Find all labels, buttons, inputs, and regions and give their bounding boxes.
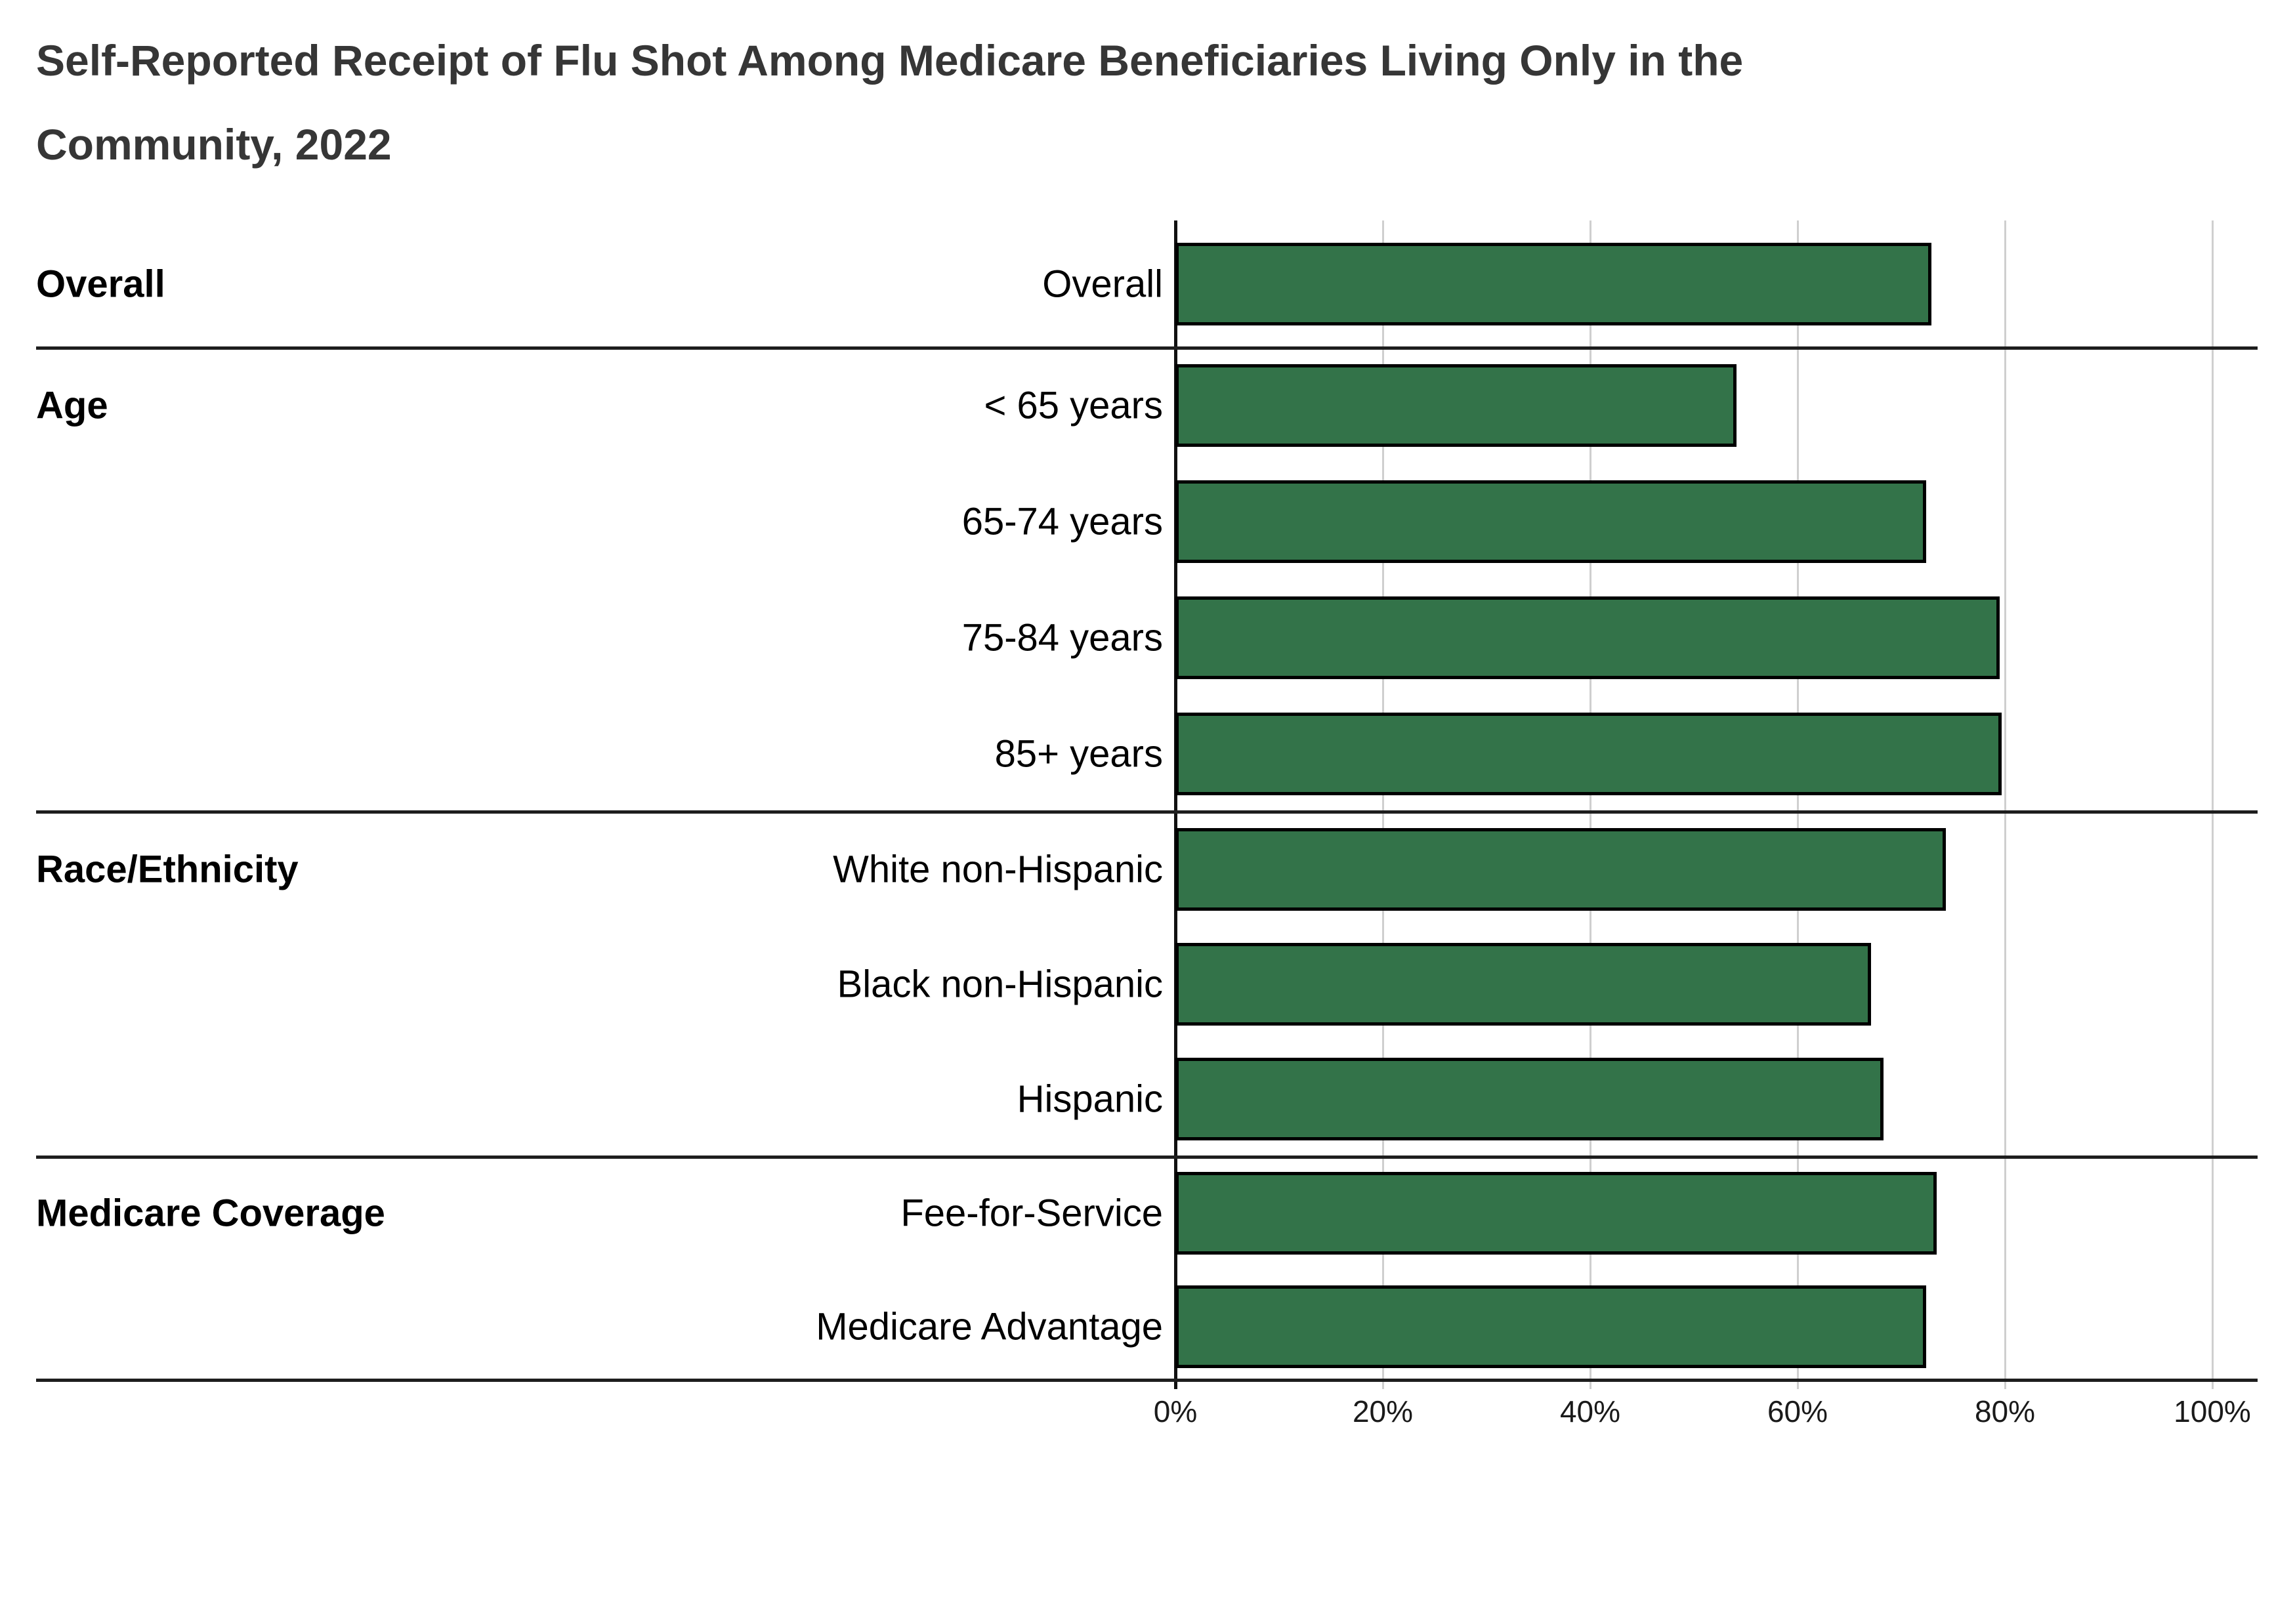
x-tick-label-40: 40% — [1559, 1394, 1621, 1428]
section-label-overall: Overall — [36, 262, 165, 306]
gridline-100pct — [2211, 220, 2214, 1389]
bar-65-years — [1175, 364, 1737, 448]
bar-85-years — [1175, 712, 2002, 795]
section-divider — [36, 1156, 2258, 1159]
row-label-65-74-years: 65-74 years — [961, 500, 1163, 543]
x-tick-label-0: 0% — [1153, 1394, 1198, 1428]
section-label-race-ethnicity: Race/Ethnicity — [36, 848, 299, 891]
gridline-80pct — [2004, 220, 2006, 1389]
bar-hispanic — [1175, 1058, 1884, 1141]
row-label-65-years: < 65 years — [984, 384, 1163, 427]
bar-fee-for-service — [1175, 1172, 1937, 1255]
x-tick-label-20: 20% — [1352, 1394, 1414, 1428]
row-label-fee-for-service: Fee-for-Service — [900, 1192, 1163, 1235]
x-axis-bottom-line — [36, 1379, 2258, 1382]
x-tick-label-100: 100% — [2174, 1394, 2251, 1428]
bar-black-non-hispanic — [1175, 943, 1872, 1026]
bar-65-74-years — [1175, 480, 1926, 564]
gridline-20pct — [1381, 220, 1384, 1389]
row-label-85-years: 85+ years — [994, 732, 1163, 776]
row-label-overall: Overall — [1042, 262, 1163, 306]
section-label-medicare-coverage: Medicare Coverage — [36, 1192, 385, 1235]
section-divider — [36, 346, 2258, 350]
bar-75-84-years — [1175, 596, 2000, 679]
x-tick-label-80: 80% — [1974, 1394, 2036, 1428]
chart-title: Self-Reported Receipt of Flu Shot Among … — [36, 36, 1744, 169]
section-divider — [36, 810, 2258, 814]
row-label-black-non-hispanic: Black non-Hispanic — [837, 963, 1163, 1006]
y-axis-line — [1173, 220, 1177, 1389]
x-tick-label-60: 60% — [1767, 1394, 1828, 1428]
bar-white-non-hispanic — [1175, 827, 1946, 911]
bar-medicare-advantage — [1175, 1285, 1926, 1368]
row-label-75-84-years: 75-84 years — [961, 616, 1163, 659]
row-label-medicare-advantage: Medicare Advantage — [816, 1305, 1163, 1348]
gridline-40pct — [1589, 220, 1591, 1389]
section-label-age: Age — [36, 384, 108, 427]
row-label-hispanic: Hispanic — [1017, 1077, 1163, 1121]
row-label-white-non-hispanic: White non-Hispanic — [833, 848, 1163, 891]
gridline-60pct — [1796, 220, 1799, 1389]
bar-overall — [1175, 243, 1931, 325]
